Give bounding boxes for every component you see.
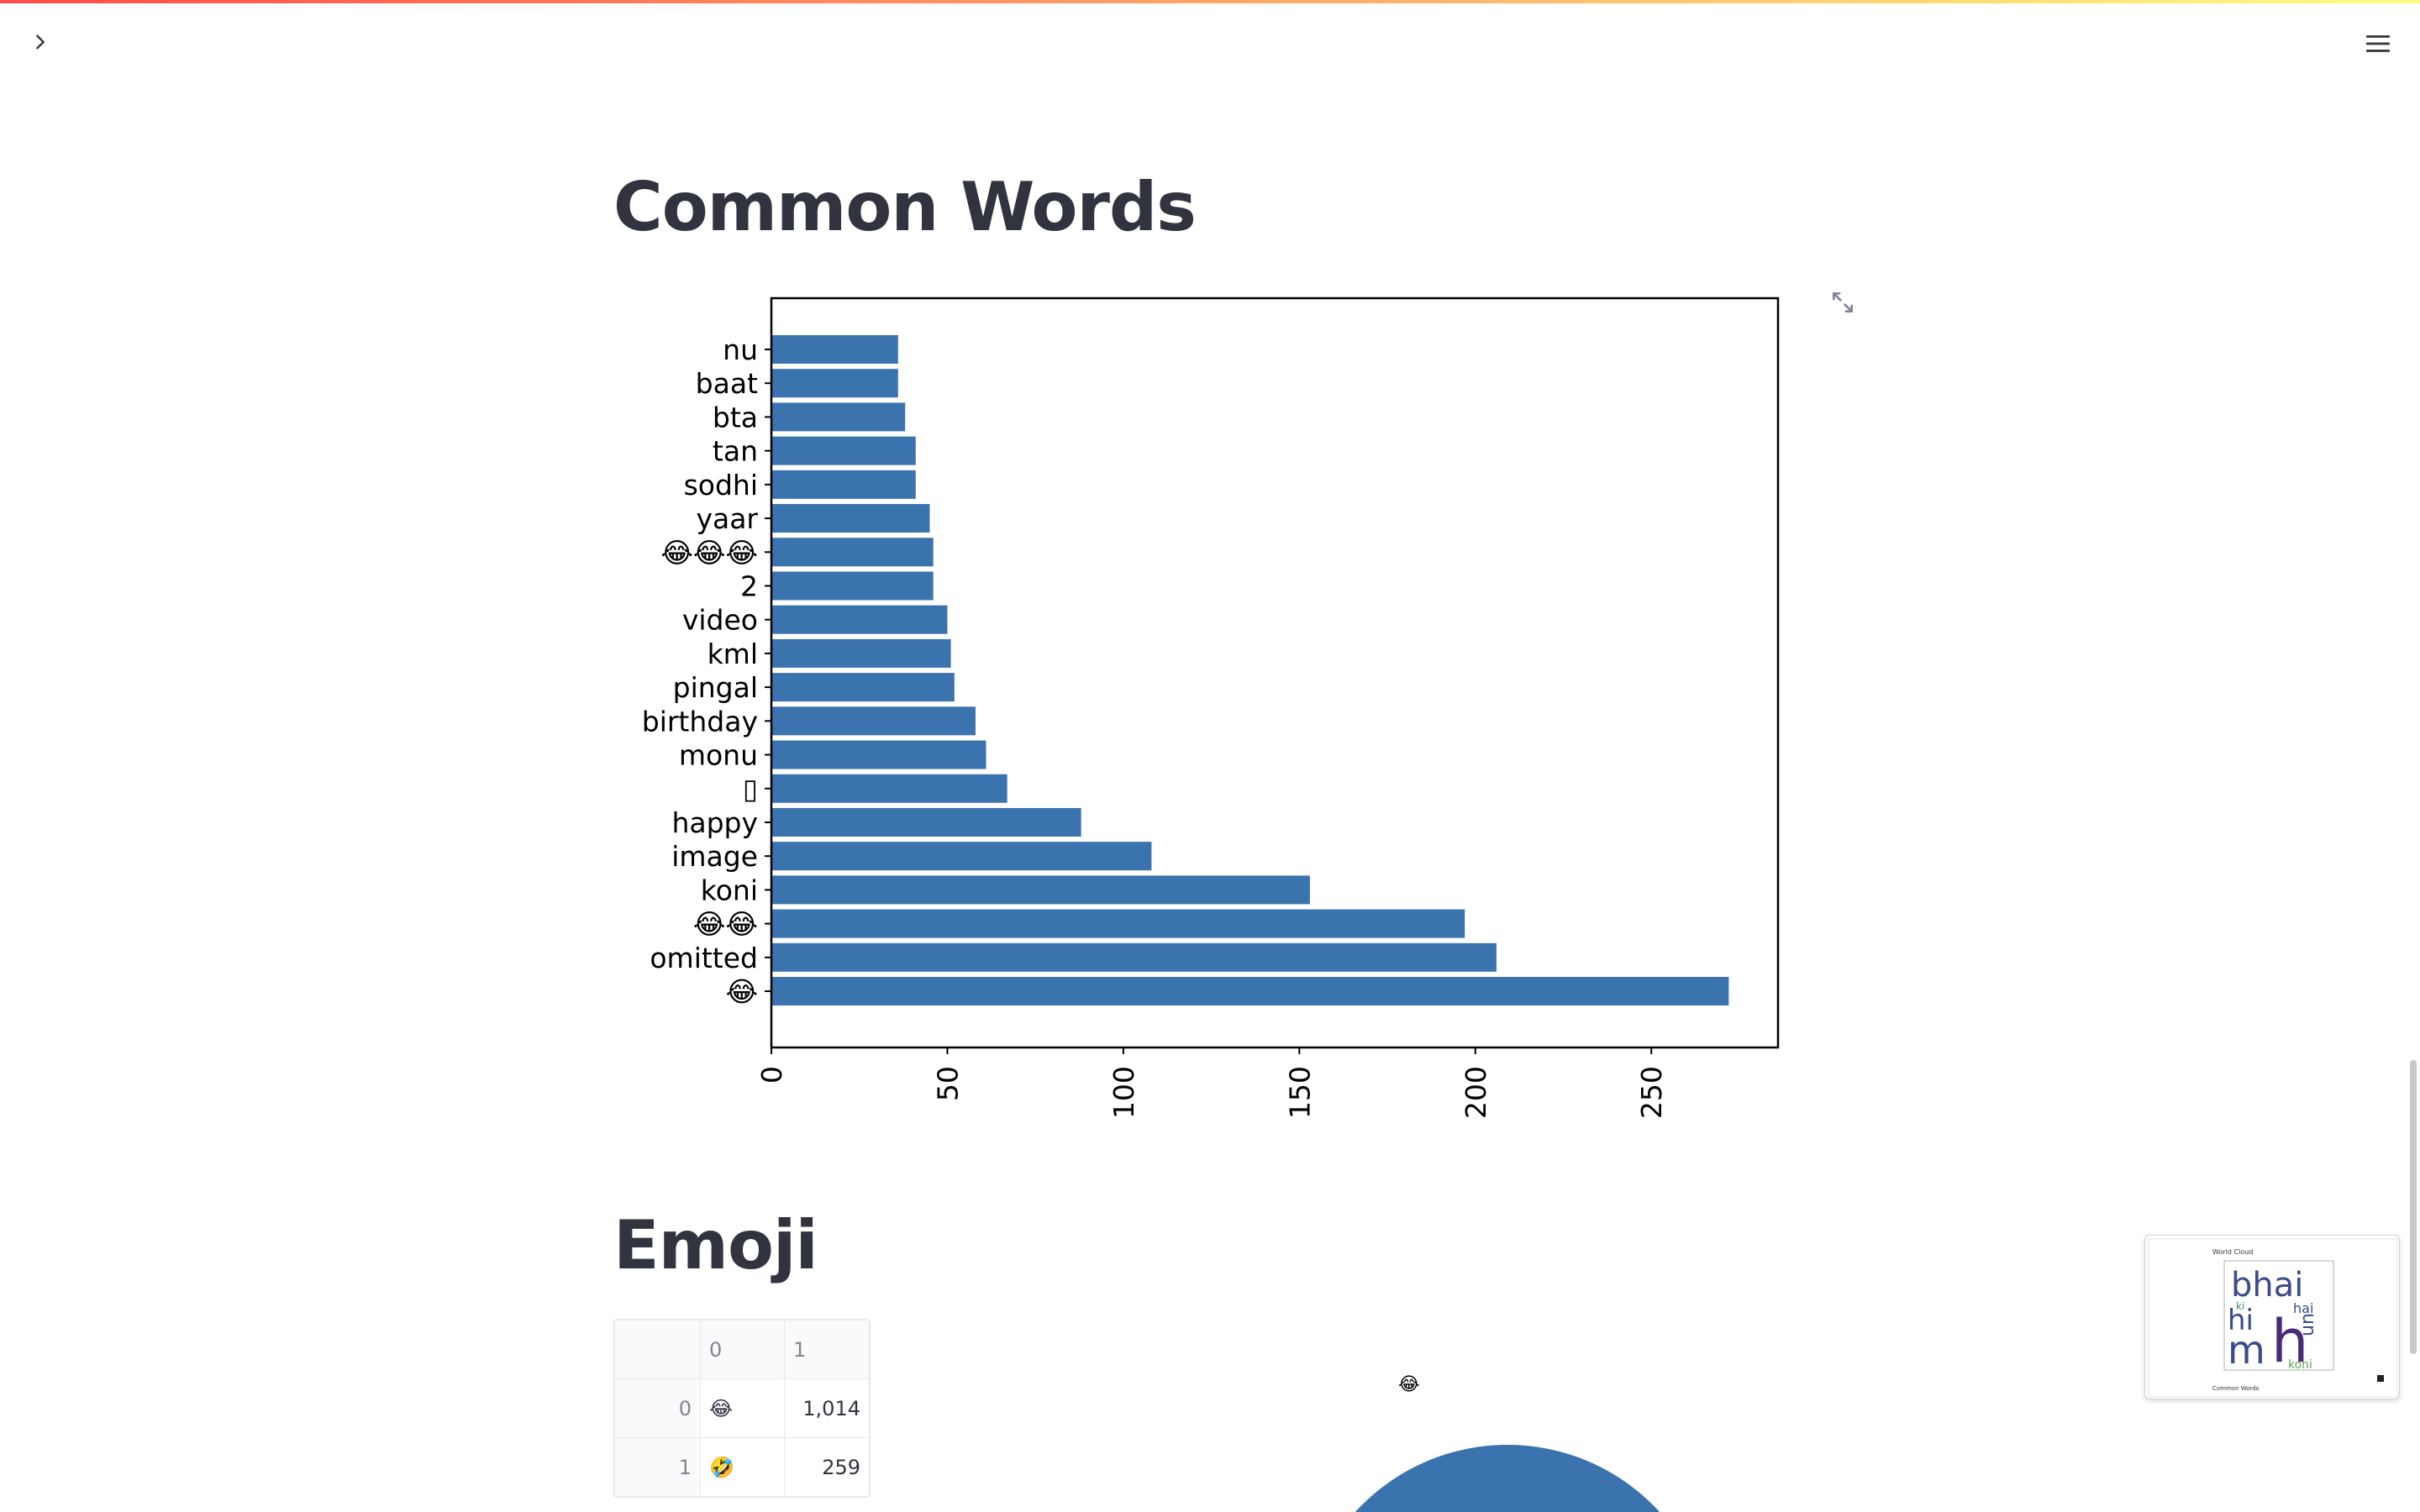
expand-icon bbox=[1833, 292, 1853, 312]
x-tick-label: 0 bbox=[755, 1066, 788, 1084]
bar bbox=[771, 977, 1729, 1005]
bar bbox=[771, 774, 1007, 803]
row-index: 1 bbox=[614, 1437, 701, 1497]
column-header-1[interactable]: 1 bbox=[784, 1320, 870, 1379]
y-tick-label: sodhi bbox=[684, 469, 758, 501]
pie-top-label: 😂 bbox=[1398, 1374, 1420, 1395]
thumb-word: hi bbox=[2228, 1304, 2254, 1337]
y-tick-label: kml bbox=[708, 638, 758, 670]
emoji-cell[interactable]: 🤣 bbox=[700, 1437, 785, 1497]
emoji-pie-svg: 😂 bbox=[1355, 1374, 1660, 1512]
column-header-0[interactable]: 0 bbox=[700, 1320, 785, 1379]
top-decoration-bar bbox=[0, 0, 2420, 3]
word-cloud-thumbnail[interactable]: World Cloud bhai hi m h hai ki un koni C… bbox=[2144, 1235, 2400, 1399]
bar bbox=[771, 909, 1465, 938]
table-header-row: 0 1 bbox=[614, 1320, 870, 1379]
chevron-right-icon bbox=[36, 34, 45, 50]
thumb-word: ki bbox=[2236, 1300, 2244, 1312]
plot-frame bbox=[770, 297, 1780, 1049]
bar bbox=[771, 942, 1497, 972]
thumb-word: bhai bbox=[2231, 1266, 2303, 1305]
y-tick-label: happy bbox=[671, 806, 758, 839]
y-tick-label: tan bbox=[713, 435, 758, 468]
main-menu-button[interactable] bbox=[2360, 25, 2396, 62]
row-index: 0 bbox=[614, 1378, 701, 1438]
bar bbox=[771, 638, 951, 668]
thumb-word: hai bbox=[2293, 1300, 2313, 1316]
common-words-chart: 😂 omitted 😂😂 koni image happy ▯ monu birthday pin… bbox=[613, 290, 1874, 1147]
bar bbox=[771, 571, 934, 601]
sidebar-toggle-button[interactable] bbox=[25, 27, 55, 57]
thumb-word: un bbox=[2298, 1313, 2319, 1336]
y-tick-label: birthday bbox=[642, 705, 758, 738]
pie-slice bbox=[1355, 1445, 1660, 1512]
emoji-heading: Emoji bbox=[613, 1206, 818, 1284]
y-tick-label: monu bbox=[679, 739, 758, 772]
bar bbox=[771, 369, 898, 398]
x-tick-label: 200 bbox=[1460, 1066, 1492, 1119]
bar bbox=[771, 538, 934, 567]
y-tick-label: pingal bbox=[673, 671, 758, 704]
bar bbox=[771, 436, 916, 465]
common-words-heading: Common Words bbox=[613, 168, 1197, 246]
bar bbox=[771, 740, 986, 769]
bar bbox=[771, 470, 916, 499]
thumbnail-title: World Cloud bbox=[2212, 1248, 2253, 1256]
hamburger-menu-icon bbox=[2365, 35, 2391, 52]
y-tick-label: baat bbox=[696, 367, 758, 400]
y-tick-label: nu bbox=[723, 333, 758, 366]
y-tick-label: 😂😂😂 bbox=[660, 536, 758, 569]
y-tick-label: yaar bbox=[696, 502, 758, 535]
bar bbox=[771, 605, 948, 634]
thumb-word: koni bbox=[2288, 1358, 2312, 1372]
bar bbox=[771, 706, 976, 736]
x-tick-label: 150 bbox=[1283, 1066, 1316, 1119]
x-tick-label: 100 bbox=[1107, 1066, 1140, 1119]
y-tick-label: 2 bbox=[740, 570, 758, 602]
word-cloud-thumbnail-image: World Cloud bhai hi m h hai ki un koni C… bbox=[2148, 1238, 2398, 1398]
page-scrollbar[interactable] bbox=[2410, 1060, 2417, 1354]
x-tick-label: 250 bbox=[1635, 1066, 1668, 1119]
thumb-word: h bbox=[2271, 1307, 2308, 1376]
y-tick-label: image bbox=[671, 840, 758, 873]
bar bbox=[771, 807, 1081, 837]
table-row[interactable]: 1 🤣 259 bbox=[614, 1437, 870, 1497]
table-row[interactable]: 0 😂 1,014 bbox=[614, 1378, 870, 1438]
bar bbox=[771, 335, 898, 364]
y-tick-label: koni bbox=[701, 874, 758, 906]
emoji-pie-chart: 😂 bbox=[1260, 1352, 1849, 1512]
count-cell[interactable]: 259 bbox=[784, 1437, 870, 1497]
thumb-word: m bbox=[2228, 1327, 2265, 1373]
fullscreen-button[interactable] bbox=[1828, 288, 1857, 317]
x-tick-label: 50 bbox=[931, 1066, 964, 1101]
bar bbox=[771, 673, 955, 702]
y-tick-label: ▯ bbox=[743, 773, 758, 806]
count-cell[interactable]: 1,014 bbox=[784, 1378, 870, 1438]
bar bbox=[771, 504, 930, 533]
common-words-bar-chart: 😂omitted😂😂koniimagehappy▯monubirthdaypin… bbox=[642, 297, 1780, 1119]
y-tick-label: 😂😂 bbox=[693, 908, 758, 941]
column-header-index[interactable] bbox=[614, 1320, 701, 1379]
bar bbox=[771, 402, 906, 432]
emoji-dataframe[interactable]: 0 1 0 😂 1,014 1 🤣 259 bbox=[613, 1319, 871, 1498]
thumbnail-caption: Common Words bbox=[2212, 1385, 2260, 1392]
bar bbox=[771, 842, 1152, 871]
y-tick-label: bta bbox=[713, 401, 758, 433]
y-tick-label: video bbox=[682, 604, 758, 637]
bar bbox=[771, 875, 1310, 905]
emoji-cell[interactable]: 😂 bbox=[700, 1378, 785, 1438]
y-tick-label: omitted bbox=[650, 942, 758, 974]
y-tick-label: 😂 bbox=[725, 975, 758, 1008]
